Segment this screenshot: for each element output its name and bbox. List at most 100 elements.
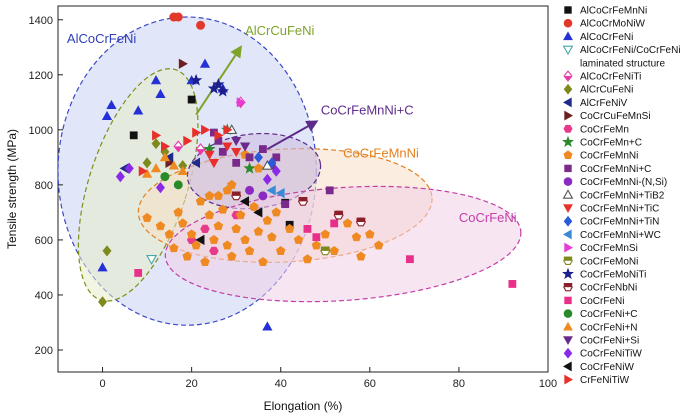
data-point <box>508 280 517 288</box>
data-point <box>244 245 255 255</box>
data-point <box>146 255 158 265</box>
legend-item-alcocrmoniw: AlCoCrMoNiW <box>563 19 646 30</box>
legend-item-alcrcufeni: AlCrCuFeNi <box>563 83 633 96</box>
data-point <box>231 136 242 147</box>
legend-item-alcocrfemnni: AlCoCrFeMnNi <box>564 6 647 17</box>
legend-label: CoCrFeMn <box>580 124 629 135</box>
series-cocrfeniw <box>195 196 263 246</box>
data-point <box>134 269 143 277</box>
x-axis-label: Elongation (%) <box>264 399 343 413</box>
legend-item-cocrfemnni-wc: CoCrFeMnNi+WC <box>562 229 661 241</box>
axes: 0 20 40 60 80 100 200 400 600 800 1000 1200 1400 Elon… <box>5 15 557 413</box>
data-point-fill <box>174 146 183 152</box>
data-point <box>267 232 277 242</box>
x-tick-label: 0 <box>99 378 105 390</box>
data-point <box>240 234 250 244</box>
series-crfenitiw <box>138 124 233 177</box>
legend-marker <box>563 83 573 95</box>
legend-item-cocrfemnsi: CoCrFeMnSi <box>564 242 638 254</box>
data-point <box>178 58 188 69</box>
legend-label: CoCrFeNi <box>580 296 624 307</box>
data-point <box>173 207 184 217</box>
data-point <box>406 255 414 264</box>
legend-marker <box>562 135 574 148</box>
legend-item-cocrfemnni-c: CoCrFeMnNi+C <box>564 164 651 175</box>
region-label-cocrfemnni-c: CoCrFeMnNi+C <box>321 103 414 118</box>
legend-marker-fill <box>564 76 572 81</box>
data-point <box>245 153 254 162</box>
data-point <box>253 151 263 163</box>
data-point <box>97 262 108 272</box>
data-points <box>97 12 517 331</box>
legend-item-cocrfemnni: CoCrFeMnNi <box>563 150 638 162</box>
data-point <box>133 105 144 115</box>
data-point <box>191 240 201 250</box>
data-point <box>311 240 322 250</box>
data-point <box>204 210 215 220</box>
data-point <box>271 207 282 217</box>
data-point <box>195 234 205 246</box>
data-point <box>192 127 202 138</box>
legend-label: CoCrFeMn+C <box>580 138 642 149</box>
legend-item-cocrfemnni-n-si: CoCrFeMnNi-(N,Si) <box>563 177 667 188</box>
data-point <box>253 163 264 173</box>
legend-marker <box>563 177 573 186</box>
series-alcocrmoniw <box>169 12 206 30</box>
series-alcocrfeni-cocrfeni-laminated-structure <box>146 255 158 265</box>
legend-item-cocrfeni-si: CoCrFeNi+Si <box>563 336 639 347</box>
data-point <box>200 224 210 234</box>
series-cocrfeni-n <box>141 152 188 178</box>
data-point <box>259 145 267 153</box>
data-point <box>356 251 366 261</box>
series-cocrfeni-si <box>231 136 251 152</box>
legend-item-crfenitiw: CrFeNiTiW <box>564 374 630 386</box>
data-point <box>169 243 179 253</box>
legend-marker <box>564 110 574 121</box>
series-cocrfemnni-tin <box>253 151 277 169</box>
data-point <box>189 73 203 86</box>
data-point <box>152 130 162 141</box>
legend-label: CrFeNiTiW <box>580 375 630 386</box>
data-point <box>124 162 134 174</box>
data-point <box>150 163 162 173</box>
data-point <box>320 229 331 239</box>
y-tick-label: 1200 <box>29 70 53 82</box>
data-point <box>303 225 312 233</box>
data-point <box>218 147 227 156</box>
legend-item-cocrfenitiw: CoCrFeNiTiW <box>563 347 642 360</box>
data-point <box>239 196 249 207</box>
data-point <box>159 152 171 162</box>
data-point <box>182 251 192 261</box>
data-point <box>267 157 277 169</box>
data-point-fill <box>231 191 241 196</box>
data-point <box>155 88 166 98</box>
series-cocrfemnsi <box>236 97 246 108</box>
legend: AlCoCrFeMnNi AlCoCrMoNiW AlCoCrFeNi AlCoCrF… <box>562 6 681 386</box>
data-point <box>243 161 256 174</box>
legend-marker <box>562 229 572 240</box>
data-point <box>186 229 197 239</box>
data-point-fill <box>320 246 330 251</box>
legend-item-cocrfemn-c: CoCrFeMn+C <box>562 135 642 149</box>
data-point <box>218 204 228 214</box>
data-point <box>106 99 117 109</box>
data-point <box>330 219 339 228</box>
legend-label: CoCrFeNi+N <box>580 322 638 333</box>
legend-item-alcocrfeni-cocrfeni-laminated-structure: AlCoCrFeNi/CoCrFeNi laminated structure <box>562 45 681 69</box>
data-point <box>161 141 171 152</box>
legend-item-cocrcufemnsi: CoCrCuFeMnSi <box>564 110 651 122</box>
data-point <box>266 185 276 196</box>
data-point-fill <box>356 217 366 223</box>
data-point <box>177 165 188 176</box>
legend-label: CoCrFeNiW <box>580 362 634 373</box>
legend-item-cocrfemn: CoCrFeMn <box>563 124 629 135</box>
data-point <box>302 254 313 264</box>
data-point <box>173 180 183 190</box>
data-point <box>342 218 353 228</box>
region-label-cocrfeni: CoCrFeNi <box>459 210 517 225</box>
x-tick-label: 80 <box>453 378 465 390</box>
legend-item-cocrfeni-n: CoCrFeNi+N <box>563 321 638 333</box>
legend-label: AlCoCrMoNiW <box>580 19 646 30</box>
